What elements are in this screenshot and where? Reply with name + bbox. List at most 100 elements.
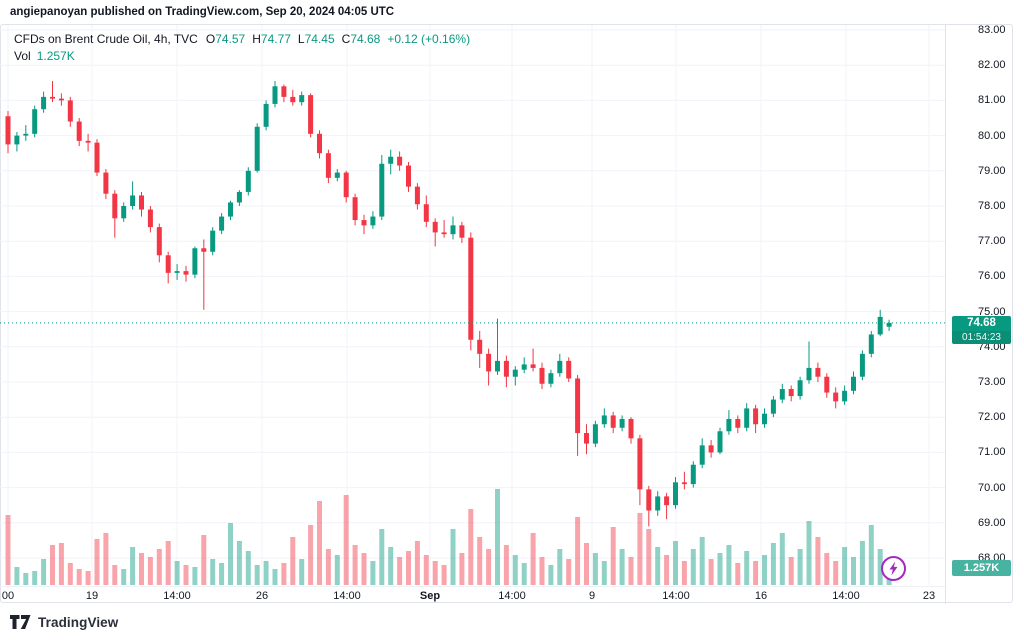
price-scale[interactable]: 83.00 82.00 81.00 80.00 79.00 78.00 77.00 76.00… [946,24,1014,586]
volume-bar [67,563,73,585]
volume-bar [414,541,420,585]
candle-body [584,433,589,444]
volume-bar [548,565,554,585]
candle-body [272,86,278,104]
candle-body [228,202,233,217]
candle-body [50,96,55,99]
boost-button[interactable] [880,555,907,582]
candle-body [842,390,848,402]
candle-body [566,360,572,379]
volume-bar [406,551,411,585]
volume-bar [58,543,64,585]
tradingview-footer-logo[interactable]: TradingView [10,611,118,633]
candle-body [361,220,367,226]
high-label: H [252,32,261,46]
candle-body [575,378,581,434]
time-scale-label: 00 [1,590,15,602]
volume-bar [735,563,741,585]
price-scale-label: 76.00 [978,270,1006,283]
volume-bar [130,547,136,585]
time-scale-label: 14:00 [498,590,526,602]
volume-bar [646,529,652,585]
volume-bar [219,563,225,585]
price-scale-label: 81.00 [978,94,1006,107]
candle-body [112,193,118,219]
candle-body [236,191,242,203]
candle-body [441,232,447,235]
close-value: 74.68 [350,32,381,46]
volume-bar [370,561,376,585]
price-scale-label: 79.00 [978,164,1006,177]
volume-bar [397,557,403,585]
candle-body [317,133,322,154]
candle-body [343,172,349,198]
candle-body [352,197,358,221]
open-label: O [205,32,216,46]
volume-bar [842,547,848,585]
candle-body [530,364,536,368]
time-scale-label: 14:00 [662,590,690,602]
candle-body [14,135,20,145]
volume-bar [815,537,821,585]
candle-body [58,98,64,101]
time-scale-label: 23 [922,590,936,602]
last-price-badge: 74.68 01:54:23 [952,316,1011,344]
volume-bar [797,549,803,585]
volume-bar [308,525,314,585]
volume-scale-badge: 1.257K [952,560,1011,576]
candle-wick [497,318,498,375]
price-scale-label: 72.00 [978,411,1006,424]
volume-bar [575,517,581,585]
volume-bar [299,559,305,585]
volume-bar [708,559,714,585]
legend-volume-row: Vol 1.257K [14,48,470,65]
volume-bar [690,549,696,585]
volume-bar [779,533,785,585]
candle-wick [666,492,668,520]
candle-body [824,376,830,393]
candle-body [23,133,29,136]
candle-body [619,418,625,428]
candle-body [263,103,269,127]
price-scale-label: 71.00 [978,446,1006,459]
candle-body [219,216,225,231]
volume-bar [637,513,643,585]
symbol-title[interactable]: CFDs on Brent Crude Oil, 4h, TVC [14,32,198,46]
lightning-icon [881,556,906,581]
volume-bar [343,495,349,585]
volume-bar [263,561,269,585]
volume-bar [539,557,545,585]
candle-body [379,163,385,217]
candle-body [139,195,144,210]
volume-bar [139,553,144,585]
candle-body [174,271,180,273]
candle-body [76,121,82,141]
candle-body [503,360,509,377]
price-scale-label: 83.00 [978,24,1006,36]
time-scale-label: 16 [754,590,768,602]
candle-body [708,445,714,453]
ohlc-close: C74.68 [342,32,381,46]
volume-bar [584,543,589,585]
volume-bar [14,567,20,585]
volume-bar [32,571,38,585]
candle-body [477,339,483,354]
candle-wick [25,125,27,141]
volume-bar [352,545,358,585]
candle-body [637,438,643,490]
candle-body [655,496,661,511]
ohlc-open: O74.57 [206,32,245,46]
high-value: 74.77 [260,32,291,46]
price-scale-label: 73.00 [978,376,1006,388]
volume-bar [610,527,616,585]
time-scale[interactable]: 00 19 14:00 26 14:00 Sep 14:00 9 14:00 16 14:00 23 [0,588,945,604]
candle-body [388,156,394,164]
candle-body [32,109,38,134]
volume-bar [744,551,750,585]
time-scale-label: Sep [419,590,441,602]
candle-body [165,255,171,273]
volume-bar [423,555,429,585]
volume-bar [201,535,207,585]
volume-bar [868,525,874,585]
